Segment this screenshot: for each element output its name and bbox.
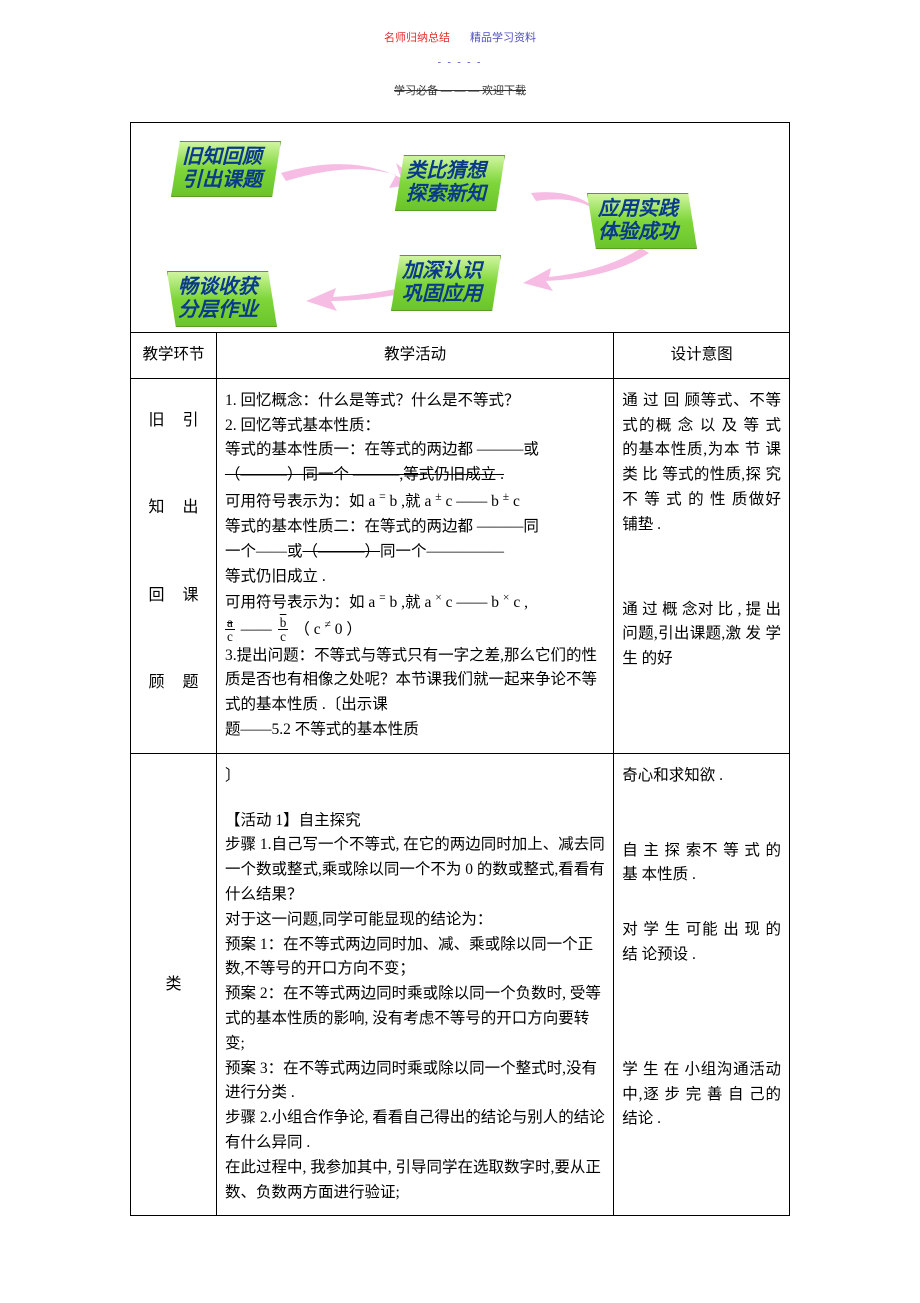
act2-p1: 步骤 1.自己写一个不等式, 在它的两边同时加上、减去同一个数或整式,乘或除以同… (225, 833, 605, 907)
intent-cell-2: 奇心和求知欲 . 自 主 探 索不 等 式 的 基 本性质 . 对 学 生 可能… (614, 753, 790, 1216)
act-p1: 1. 回忆概念：什么是等式？什么是不等式？ (225, 389, 605, 414)
intent2-p0: 奇心和求知欲 . (622, 764, 781, 789)
flow-node-3: 应用实践 体验成功 (587, 193, 697, 249)
act-p6: 可用符号表示为：如 a = b ,就 a × c —— b × c , (225, 589, 605, 616)
header-strike: 学习必备 — — — 欢迎下载 (0, 82, 920, 98)
header-env: 教学环节 (131, 333, 217, 379)
flow-node-5: 畅谈收获 分层作业 (167, 271, 277, 327)
intent2-p2: 对 学 生 可能 出 现 的 结 论预设 . (622, 918, 781, 968)
act-p4: 可用符号表示为：如 a = b ,就 a ± c —— b ± c (225, 488, 605, 515)
act-p5a: 等式的基本性质二：在等式的两边都 ———同 (225, 515, 605, 540)
flow-node-4: 加深认识 巩固应用 (391, 255, 501, 311)
act2-p7: 在此过程中, 我参加其中, 引导同学在选取数字时,要从正数、负数两方面进行验证; (225, 1156, 605, 1206)
flow-diagram: 旧知回顾 引出课题 类比猜想 探索新知 应用实践 体验成功 加深认识 巩固应用 … (130, 122, 790, 332)
act-p8: 3.提出问题：不等式与等式只有一字之差,那么它们的性质是否也有相像之处呢？本节课… (225, 644, 605, 718)
lesson-table: 教学环节 教学活动 设计意图 旧引 知出 回课 顾题 1. 回忆概念：什么是等式… (130, 332, 790, 1216)
header-red: 名师归纳总结 (384, 32, 450, 44)
header-dashes: - - - - - (0, 52, 920, 70)
act2-p5: 预案 3：在不等式两边同时乘或除以同一个整式时,没有进行分类 . (225, 1057, 605, 1107)
header-meta: 名师归纳总结 精品学习资料 (0, 0, 920, 46)
act2-p4: 预案 2：在不等式两边同时乘或除以同一个负数时, 受等式的基本性质的影响, 没有… (225, 982, 605, 1056)
act2-p3: 预案 1：在不等式两边同时加、减、乘或除以同一个正数,不等号的开口方向不变； (225, 933, 605, 983)
activity-cell-2: 〕 【活动 1】自主探究 步骤 1.自己写一个不等式, 在它的两边同时加上、减去… (216, 753, 613, 1216)
act2-p0: 〕 (225, 764, 605, 789)
act-p5c: 等式仍旧成立 . (225, 565, 605, 590)
act-p9: 题——5.2 不等式的基本性质 (225, 718, 605, 743)
table-row: 旧引 知出 回课 顾题 1. 回忆概念：什么是等式？什么是不等式？ 2. 回忆等… (131, 378, 790, 753)
act2-p6: 步骤 2.小组合作争论, 看看自己得出的结论与别人的结论有什么异同 . (225, 1106, 605, 1156)
intent2-p3: 学 生 在 小组沟通活动中,逐 步 完 善 自 己的结论 . (622, 1058, 781, 1132)
env-cell-2: 类 (131, 753, 217, 1216)
flow-node-2: 类比猜想 探索新知 (395, 155, 505, 211)
act2-title: 【活动 1】自主探究 (225, 809, 605, 834)
intent-p1: 通 过 回 顾等式、不等式的概 念 以 及 等 式的基本性质,为本 节 课 类 … (622, 389, 781, 538)
activity-cell-1: 1. 回忆概念：什么是等式？什么是不等式？ 2. 回忆等式基本性质： 等式的基本… (216, 378, 613, 753)
act2-p2: 对于这一问题,同学可能显现的结论为： (225, 908, 605, 933)
act-p7: ac —— bc （ c ≠ 0 ） (225, 616, 605, 643)
act-p3a: 等式的基本性质一：在等式的两边都 ———或 (225, 438, 605, 463)
intent2-p1: 自 主 探 索不 等 式 的 基 本性质 . (622, 839, 781, 889)
flow-node-1: 旧知回顾 引出课题 (171, 141, 281, 197)
header-blue: 精品学习资料 (470, 32, 536, 44)
act-p2: 2. 回忆等式基本性质： (225, 414, 605, 439)
header-intent: 设计意图 (614, 333, 790, 379)
intent-cell-1: 通 过 回 顾等式、不等式的概 念 以 及 等 式的基本性质,为本 节 课 类 … (614, 378, 790, 753)
table-header-row: 教学环节 教学活动 设计意图 (131, 333, 790, 379)
intent-p2: 通 过 概 念对 比 , 提 出 问题,引出课题,激 发 学 生 的好 (622, 598, 781, 672)
header-act: 教学活动 (216, 333, 613, 379)
env-cell-1: 旧引 知出 回课 顾题 (131, 378, 217, 753)
act-p3b: （———）同一个 ———,等式仍旧成立 . (225, 463, 605, 488)
table-row: 类 〕 【活动 1】自主探究 步骤 1.自己写一个不等式, 在它的两边同时加上、… (131, 753, 790, 1216)
act-p5b: 一个——或（———）同一个————— (225, 540, 605, 565)
